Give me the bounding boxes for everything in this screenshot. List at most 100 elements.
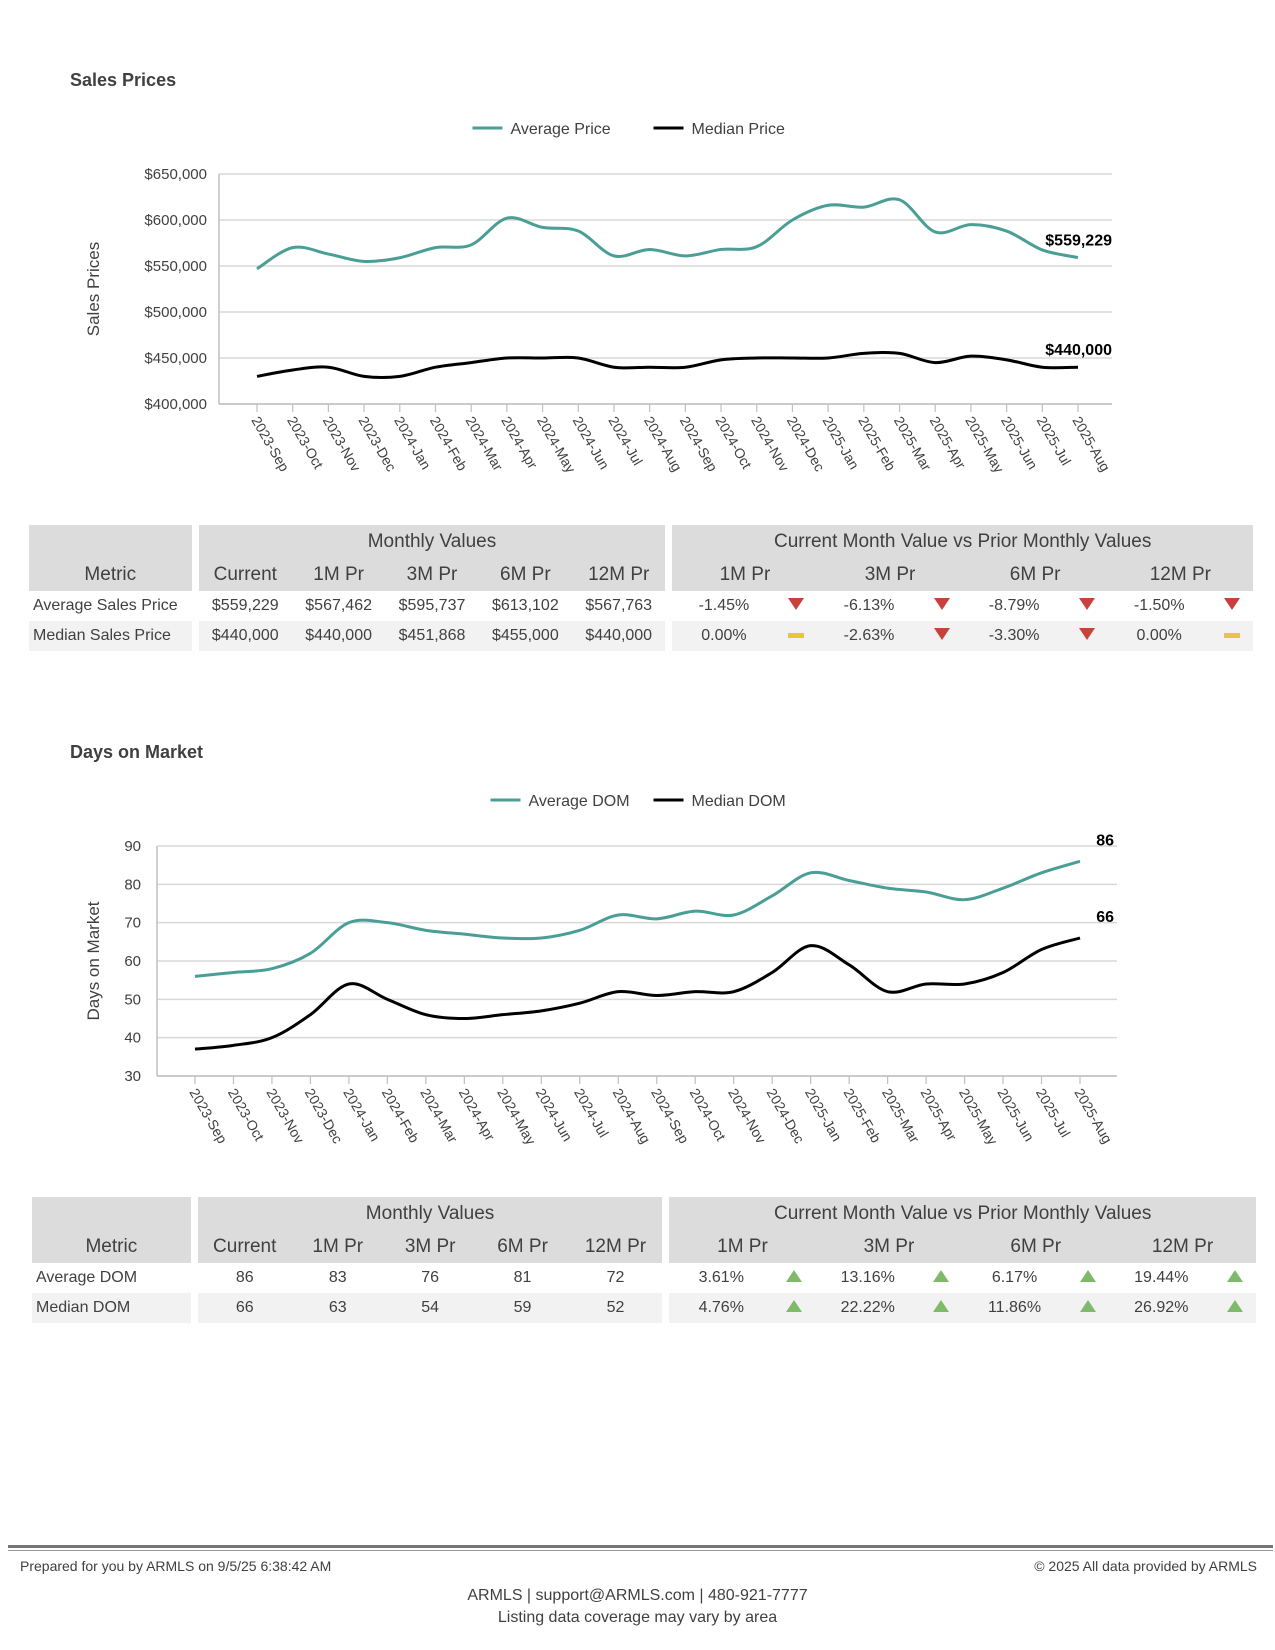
monthly-value: 81 <box>476 1263 569 1293</box>
x-tick-label: 2024-Jul <box>605 414 646 469</box>
x-tick-label: 2025-Jun <box>994 1086 1037 1145</box>
x-tick-label: 2025-Mar <box>879 1086 923 1146</box>
comparison-column-header: 6M Pr <box>962 559 1108 591</box>
change-percent: 11.86% <box>962 1293 1067 1323</box>
x-tick-label: 2024-Feb <box>379 1086 423 1146</box>
change-percent: -6.13% <box>817 591 921 621</box>
change-percent: -1.45% <box>672 591 776 621</box>
up-triangle-icon <box>933 1300 950 1312</box>
legend-item-sales-0: Average Price <box>472 121 611 138</box>
monthly-value: $567,462 <box>291 591 386 621</box>
up-triangle-icon <box>786 1270 803 1282</box>
monthly-column-header: 3M Pr <box>385 559 479 591</box>
sales-prices-table: Monthly Values Current Month Value vs Pri… <box>29 525 1253 651</box>
x-tick-label: 2024-May <box>494 1086 539 1148</box>
contact-line: ARMLS | support@ARMLS.com | 480-921-7777 <box>467 1587 808 1604</box>
flat-dash-icon <box>788 633 805 639</box>
monthly-value: $451,868 <box>385 621 479 651</box>
comparison-column-header: 12M Pr <box>1109 1231 1256 1263</box>
monthly-value: $440,000 <box>572 621 666 651</box>
x-tick-label: 2025-Apr <box>917 1086 960 1144</box>
x-tick-label: 2025-Aug <box>1069 414 1113 475</box>
monthly-column-header: Current <box>197 1231 292 1263</box>
monthly-value: 63 <box>291 1293 384 1323</box>
days-on-market-title: Days on Market <box>70 742 204 762</box>
down-triangle-icon <box>1078 598 1095 610</box>
x-tick-label: 2025-Jan <box>802 1086 845 1145</box>
up-triangle-icon <box>1226 1300 1243 1312</box>
x-tick-label: 2024-Oct <box>687 1086 730 1144</box>
monthly-value: 59 <box>476 1293 569 1323</box>
up-triangle-icon <box>1079 1270 1096 1282</box>
y-tick-label: 90 <box>124 838 141 855</box>
table-row: Median DOM 66 63 54 59 52 4.76% 22.22% 11.86% 26.… <box>32 1293 1256 1323</box>
series-line-dom-1 <box>194 936 1081 1051</box>
down-triangle-icon <box>1078 628 1095 640</box>
y-tick-label: 40 <box>124 1030 141 1047</box>
change-percent: 13.16% <box>815 1263 920 1293</box>
monthly-values-header: Monthly Values <box>197 1197 663 1231</box>
monthly-column-header: Current <box>198 559 292 591</box>
x-tick-label: 2023-Dec <box>302 1086 346 1147</box>
monthly-column-header: 6M Pr <box>476 1231 569 1263</box>
comparison-column-header: 3M Pr <box>817 559 963 591</box>
y-tick-label: 60 <box>124 953 141 970</box>
metric-name: Median DOM <box>32 1293 191 1323</box>
monthly-column-header: 1M Pr <box>291 1231 384 1263</box>
x-tick-label: 2024-Apr <box>456 1086 499 1144</box>
x-tick-label: 2023-Sep <box>186 1086 230 1147</box>
x-tick-label: 2024-Sep <box>648 1086 692 1147</box>
y-axis-title: Days on Market <box>84 901 103 1020</box>
y-tick-label: 80 <box>124 876 141 893</box>
change-percent: -8.79% <box>962 591 1066 621</box>
down-triangle-icon <box>1223 598 1240 610</box>
prepared-note: Prepared for you by ARMLS on 9/5/25 6:38… <box>20 1558 332 1574</box>
table-row: Average DOM 86 83 76 81 72 3.61% 13.16% 6.17% 19.… <box>32 1263 1256 1293</box>
monthly-value: 52 <box>568 1293 663 1323</box>
series-line-sales-0 <box>256 197 1079 271</box>
change-percent: -3.30% <box>962 621 1066 651</box>
x-tick-label: 2024-Nov <box>725 1086 769 1147</box>
monthly-value: 54 <box>383 1293 477 1323</box>
monthly-value: 86 <box>197 1263 292 1293</box>
sales-prices-chart: Average Price Median Price $400,000 $450,00… <box>84 121 1114 475</box>
monthly-column-header: 3M Pr <box>383 1231 477 1263</box>
x-tick-label: 2025-Jul <box>1033 1086 1074 1141</box>
monthly-value: 66 <box>197 1293 292 1323</box>
coverage-note: Listing data coverage may vary by area <box>497 1609 778 1626</box>
metric-name: Average Sales Price <box>29 591 192 621</box>
comparison-header: Current Month Value vs Prior Monthly Val… <box>672 525 1253 559</box>
change-percent: 19.44% <box>1109 1263 1214 1293</box>
sales-prices-title: Sales Prices <box>70 70 177 90</box>
up-triangle-icon <box>786 1300 803 1312</box>
end-data-label: $440,000 <box>1045 342 1112 359</box>
monthly-column-header: 6M Pr <box>478 559 573 591</box>
y-tick-label: $650,000 <box>144 166 207 183</box>
end-data-label: $559,229 <box>1045 233 1112 250</box>
legend-item-sales-1: Median Price <box>653 121 785 138</box>
monthly-column-header: 1M Pr <box>291 559 386 591</box>
y-tick-label: 30 <box>124 1068 141 1085</box>
monthly-value: 83 <box>291 1263 384 1293</box>
monthly-value: $595,737 <box>385 591 479 621</box>
y-tick-label: $550,000 <box>144 258 207 275</box>
down-triangle-icon <box>788 598 805 610</box>
x-tick-label: 2024-Mar <box>417 1086 461 1146</box>
series-line-dom-0 <box>194 859 1081 978</box>
monthly-value: $567,763 <box>572 591 666 621</box>
monthly-value: $559,229 <box>198 591 292 621</box>
legend-label: Median Price <box>692 121 785 138</box>
comparison-header: Current Month Value vs Prior Monthly Val… <box>669 1197 1256 1231</box>
legend-label: Average DOM <box>529 793 630 810</box>
y-tick-label: 50 <box>124 991 141 1008</box>
x-tick-label: 2024-Aug <box>610 1086 654 1147</box>
monthly-values-header: Monthly Values <box>198 525 666 559</box>
up-triangle-icon <box>1226 1270 1243 1282</box>
change-percent: 22.22% <box>815 1293 920 1323</box>
y-tick-label: $600,000 <box>144 212 207 229</box>
x-tick-label: 2024-Jun <box>533 1086 576 1145</box>
metric-header-blank <box>29 525 192 559</box>
up-triangle-icon <box>1079 1300 1096 1312</box>
y-tick-label: $500,000 <box>144 304 207 321</box>
change-percent: 0.00% <box>1107 621 1211 651</box>
